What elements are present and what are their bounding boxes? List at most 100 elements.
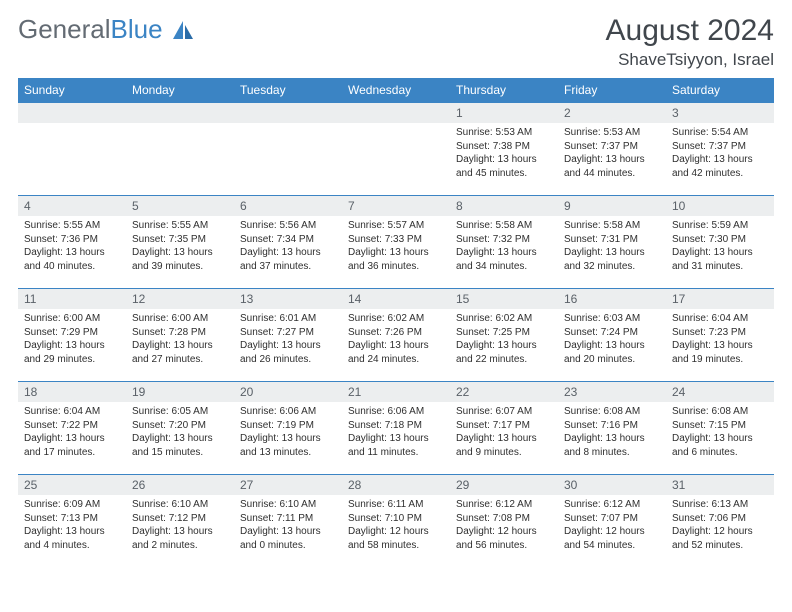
sunrise-text: Sunrise: 6:00 AM <box>24 312 120 326</box>
weekday-header: Saturday <box>666 78 774 102</box>
title-block: August 2024 ShaveTsiyyon, Israel <box>606 14 774 70</box>
calendar-cell: 26Sunrise: 6:10 AMSunset: 7:12 PMDayligh… <box>126 474 234 567</box>
day-number <box>234 102 342 123</box>
sunset-text: Sunset: 7:08 PM <box>456 512 552 526</box>
calendar-cell: 31Sunrise: 6:13 AMSunset: 7:06 PMDayligh… <box>666 474 774 567</box>
calendar-cell: 9Sunrise: 5:58 AMSunset: 7:31 PMDaylight… <box>558 195 666 288</box>
sunset-text: Sunset: 7:25 PM <box>456 326 552 340</box>
weekday-header: Sunday <box>18 78 126 102</box>
daylight-text: Daylight: 13 hours and 6 minutes. <box>672 432 768 459</box>
calendar-cell: 12Sunrise: 6:00 AMSunset: 7:28 PMDayligh… <box>126 288 234 381</box>
calendar-week: 1Sunrise: 5:53 AMSunset: 7:38 PMDaylight… <box>18 102 774 195</box>
calendar-cell: 14Sunrise: 6:02 AMSunset: 7:26 PMDayligh… <box>342 288 450 381</box>
daylight-text: Daylight: 13 hours and 40 minutes. <box>24 246 120 273</box>
weekday-header: Thursday <box>450 78 558 102</box>
day-number: 20 <box>234 381 342 402</box>
sunset-text: Sunset: 7:28 PM <box>132 326 228 340</box>
day-details: Sunrise: 6:00 AMSunset: 7:28 PMDaylight:… <box>126 309 234 370</box>
sunset-text: Sunset: 7:29 PM <box>24 326 120 340</box>
day-details: Sunrise: 5:57 AMSunset: 7:33 PMDaylight:… <box>342 216 450 277</box>
day-details: Sunrise: 5:55 AMSunset: 7:36 PMDaylight:… <box>18 216 126 277</box>
calendar-cell <box>342 102 450 195</box>
day-details: Sunrise: 5:53 AMSunset: 7:37 PMDaylight:… <box>558 123 666 184</box>
weekday-header: Monday <box>126 78 234 102</box>
daylight-text: Daylight: 13 hours and 9 minutes. <box>456 432 552 459</box>
sunrise-text: Sunrise: 5:56 AM <box>240 219 336 233</box>
sunset-text: Sunset: 7:35 PM <box>132 233 228 247</box>
calendar-week: 11Sunrise: 6:00 AMSunset: 7:29 PMDayligh… <box>18 288 774 381</box>
calendar-body: 1Sunrise: 5:53 AMSunset: 7:38 PMDaylight… <box>18 102 774 567</box>
day-details: Sunrise: 6:06 AMSunset: 7:19 PMDaylight:… <box>234 402 342 463</box>
sunset-text: Sunset: 7:26 PM <box>348 326 444 340</box>
day-details: Sunrise: 6:04 AMSunset: 7:22 PMDaylight:… <box>18 402 126 463</box>
weekday-header: Friday <box>558 78 666 102</box>
calendar-cell: 16Sunrise: 6:03 AMSunset: 7:24 PMDayligh… <box>558 288 666 381</box>
calendar-cell: 28Sunrise: 6:11 AMSunset: 7:10 PMDayligh… <box>342 474 450 567</box>
sunrise-text: Sunrise: 6:01 AM <box>240 312 336 326</box>
calendar-cell: 22Sunrise: 6:07 AMSunset: 7:17 PMDayligh… <box>450 381 558 474</box>
day-number: 18 <box>18 381 126 402</box>
sunset-text: Sunset: 7:22 PM <box>24 419 120 433</box>
day-details: Sunrise: 6:11 AMSunset: 7:10 PMDaylight:… <box>342 495 450 556</box>
sunrise-text: Sunrise: 5:53 AM <box>456 126 552 140</box>
sunrise-text: Sunrise: 5:55 AM <box>132 219 228 233</box>
sunset-text: Sunset: 7:12 PM <box>132 512 228 526</box>
sunset-text: Sunset: 7:19 PM <box>240 419 336 433</box>
sunrise-text: Sunrise: 6:10 AM <box>132 498 228 512</box>
day-details: Sunrise: 6:02 AMSunset: 7:26 PMDaylight:… <box>342 309 450 370</box>
day-details: Sunrise: 6:00 AMSunset: 7:29 PMDaylight:… <box>18 309 126 370</box>
calendar-cell: 10Sunrise: 5:59 AMSunset: 7:30 PMDayligh… <box>666 195 774 288</box>
calendar-cell <box>18 102 126 195</box>
daylight-text: Daylight: 13 hours and 0 minutes. <box>240 525 336 552</box>
calendar-cell: 23Sunrise: 6:08 AMSunset: 7:16 PMDayligh… <box>558 381 666 474</box>
day-details: Sunrise: 6:12 AMSunset: 7:08 PMDaylight:… <box>450 495 558 556</box>
sunset-text: Sunset: 7:27 PM <box>240 326 336 340</box>
sunset-text: Sunset: 7:37 PM <box>672 140 768 154</box>
day-number: 27 <box>234 474 342 495</box>
day-number: 28 <box>342 474 450 495</box>
day-number: 29 <box>450 474 558 495</box>
calendar-week: 18Sunrise: 6:04 AMSunset: 7:22 PMDayligh… <box>18 381 774 474</box>
calendar-cell: 1Sunrise: 5:53 AMSunset: 7:38 PMDaylight… <box>450 102 558 195</box>
day-details: Sunrise: 6:10 AMSunset: 7:11 PMDaylight:… <box>234 495 342 556</box>
daylight-text: Daylight: 13 hours and 31 minutes. <box>672 246 768 273</box>
day-number: 6 <box>234 195 342 216</box>
calendar-cell: 24Sunrise: 6:08 AMSunset: 7:15 PMDayligh… <box>666 381 774 474</box>
sunrise-text: Sunrise: 6:04 AM <box>672 312 768 326</box>
day-number: 2 <box>558 102 666 123</box>
day-number: 8 <box>450 195 558 216</box>
sunset-text: Sunset: 7:10 PM <box>348 512 444 526</box>
sunrise-text: Sunrise: 6:12 AM <box>456 498 552 512</box>
sunset-text: Sunset: 7:34 PM <box>240 233 336 247</box>
calendar-cell: 11Sunrise: 6:00 AMSunset: 7:29 PMDayligh… <box>18 288 126 381</box>
daylight-text: Daylight: 13 hours and 32 minutes. <box>564 246 660 273</box>
calendar-cell <box>234 102 342 195</box>
sunrise-text: Sunrise: 6:11 AM <box>348 498 444 512</box>
sunset-text: Sunset: 7:17 PM <box>456 419 552 433</box>
daylight-text: Daylight: 13 hours and 20 minutes. <box>564 339 660 366</box>
location-label: ShaveTsiyyon, Israel <box>606 50 774 70</box>
sunrise-text: Sunrise: 6:13 AM <box>672 498 768 512</box>
sunrise-text: Sunrise: 5:58 AM <box>456 219 552 233</box>
sunrise-text: Sunrise: 5:53 AM <box>564 126 660 140</box>
calendar-cell: 4Sunrise: 5:55 AMSunset: 7:36 PMDaylight… <box>18 195 126 288</box>
weekday-header: Tuesday <box>234 78 342 102</box>
calendar-cell: 27Sunrise: 6:10 AMSunset: 7:11 PMDayligh… <box>234 474 342 567</box>
sunrise-text: Sunrise: 6:09 AM <box>24 498 120 512</box>
day-number: 5 <box>126 195 234 216</box>
calendar-cell: 17Sunrise: 6:04 AMSunset: 7:23 PMDayligh… <box>666 288 774 381</box>
calendar-cell: 6Sunrise: 5:56 AMSunset: 7:34 PMDaylight… <box>234 195 342 288</box>
calendar-cell: 13Sunrise: 6:01 AMSunset: 7:27 PMDayligh… <box>234 288 342 381</box>
sunset-text: Sunset: 7:11 PM <box>240 512 336 526</box>
logo-word-2: Blue <box>111 14 163 44</box>
calendar-cell: 5Sunrise: 5:55 AMSunset: 7:35 PMDaylight… <box>126 195 234 288</box>
sunset-text: Sunset: 7:06 PM <box>672 512 768 526</box>
day-number: 16 <box>558 288 666 309</box>
sunset-text: Sunset: 7:16 PM <box>564 419 660 433</box>
daylight-text: Daylight: 12 hours and 56 minutes. <box>456 525 552 552</box>
day-details: Sunrise: 6:07 AMSunset: 7:17 PMDaylight:… <box>450 402 558 463</box>
day-number: 10 <box>666 195 774 216</box>
logo-text: GeneralBlue <box>18 14 163 45</box>
sunset-text: Sunset: 7:37 PM <box>564 140 660 154</box>
day-details: Sunrise: 6:12 AMSunset: 7:07 PMDaylight:… <box>558 495 666 556</box>
